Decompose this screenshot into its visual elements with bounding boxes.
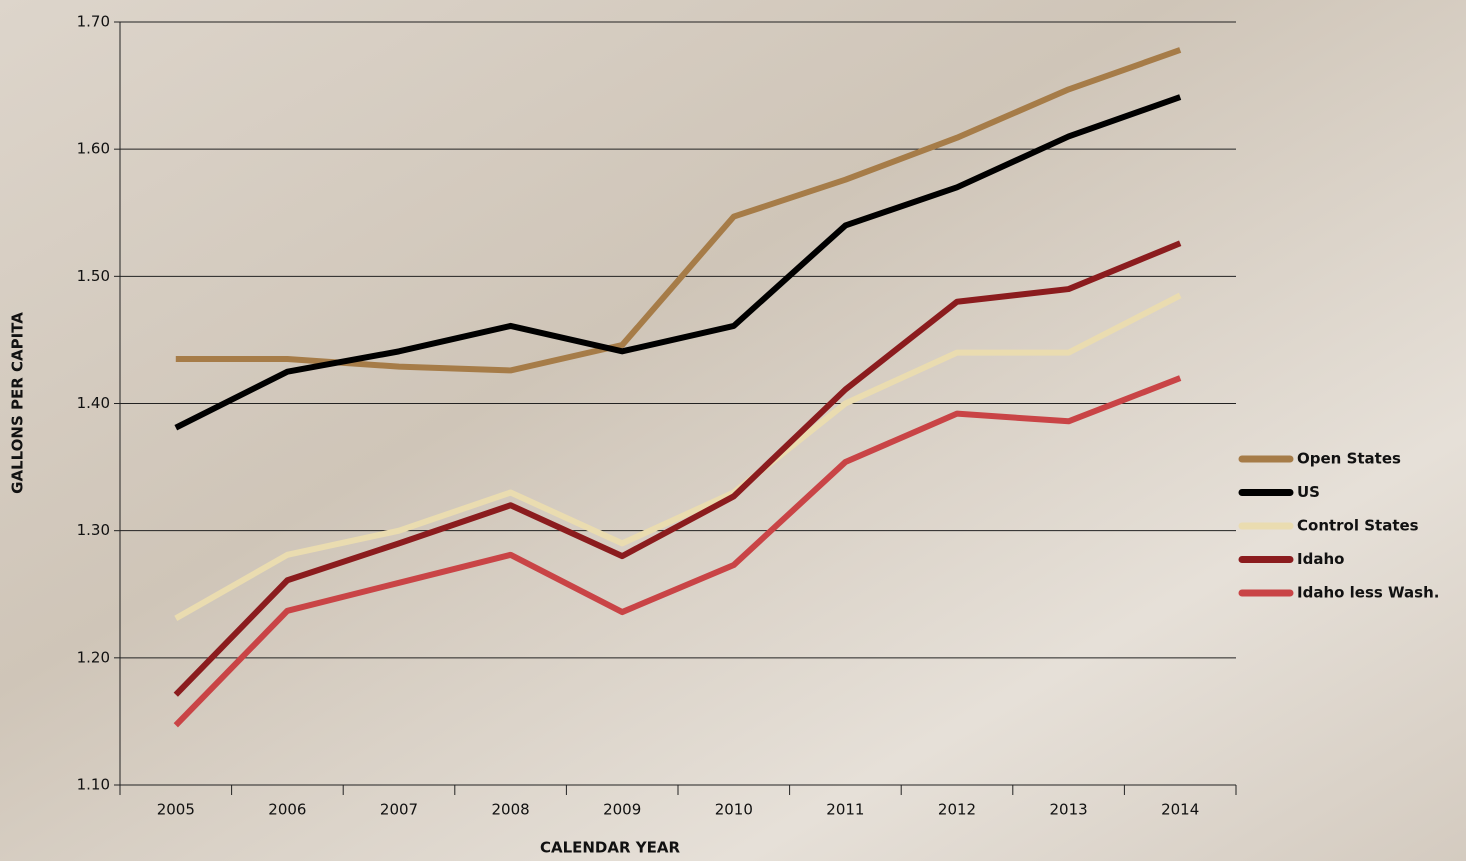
series-line — [174, 292, 1182, 622]
y-tick-label: 1.40 — [77, 394, 110, 412]
x-tick-label: 2009 — [603, 801, 641, 819]
x-tick-label: 2012 — [938, 801, 976, 819]
legend-label: Idaho — [1297, 550, 1344, 568]
y-tick-label: 1.50 — [77, 267, 110, 285]
series-line — [174, 94, 1182, 431]
legend-label: US — [1297, 483, 1320, 501]
series-line — [173, 375, 1182, 728]
y-tick-label: 1.20 — [77, 648, 110, 666]
x-tick-label: 2007 — [380, 801, 418, 819]
series-line — [173, 240, 1182, 697]
y-tick-label: 1.10 — [77, 776, 110, 794]
x-tick-label: 2006 — [268, 801, 306, 819]
y-tick-label: 1.30 — [77, 521, 110, 539]
y-tick-label: 1.70 — [77, 13, 110, 31]
x-tick-label: 2011 — [826, 801, 864, 819]
x-tick-label: 2014 — [1161, 801, 1199, 819]
legend-label: Open States — [1297, 450, 1401, 468]
y-axis-label: GALLONS PER CAPITA — [9, 312, 27, 494]
x-tick-label: 2010 — [715, 801, 753, 819]
legend-label: Control States — [1297, 517, 1419, 535]
y-tick-label: 1.60 — [77, 140, 110, 158]
x-tick-label: 2008 — [492, 801, 530, 819]
legend-label: Idaho less Wash. — [1297, 584, 1439, 602]
x-axis-label: CALENDAR YEAR — [540, 839, 681, 857]
x-tick-label: 2005 — [157, 801, 195, 819]
x-tick-label: 2013 — [1050, 801, 1088, 819]
